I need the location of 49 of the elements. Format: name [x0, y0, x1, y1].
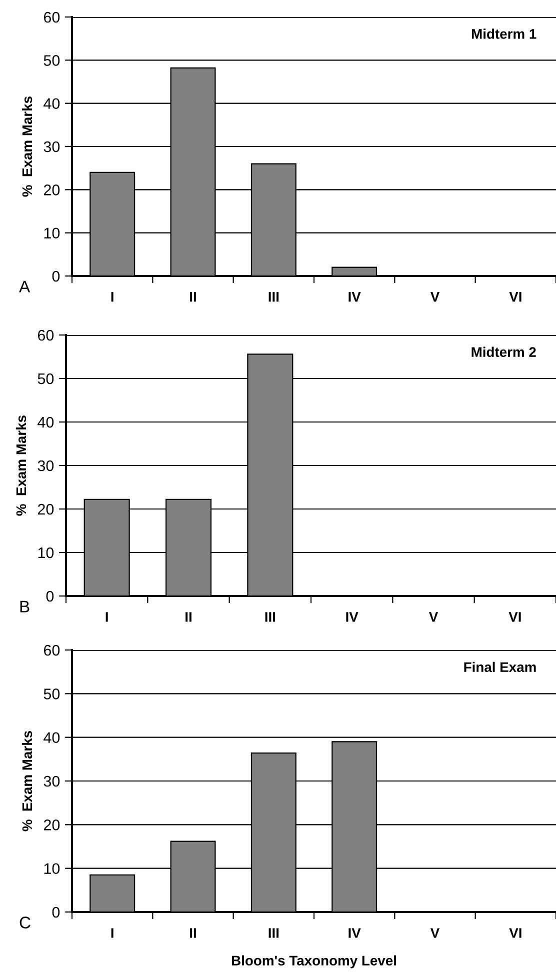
y-tick-label: 10	[44, 228, 60, 239]
x-tick-label: VI	[509, 292, 522, 302]
y-tick-label: 50	[38, 373, 54, 384]
x-tick-label: IV	[348, 292, 361, 302]
x-tick-label: V	[428, 612, 438, 622]
x-tick-label: III	[268, 928, 279, 938]
y-tick-label: 20	[44, 820, 60, 830]
x-tick-label: III	[265, 612, 276, 622]
y-tick-label: 30	[44, 141, 60, 152]
y-tick-label: 20	[38, 504, 54, 515]
y-tick-label: 20	[44, 184, 60, 196]
y-tick-label: 30	[38, 460, 54, 472]
y-tick-label: 60	[44, 644, 60, 656]
y-tick-label: 0	[52, 270, 60, 282]
x-tick-label: I	[111, 928, 114, 938]
x-tick-label: I	[106, 612, 108, 622]
y-tick-label: 10	[38, 547, 54, 558]
y-tick-label: 0	[52, 906, 60, 918]
x-tick-label: II	[190, 292, 196, 302]
y-axis-title: % Exam Marks	[22, 731, 32, 832]
x-tick-label: IV	[346, 612, 358, 622]
y-tick-label: 60	[38, 330, 54, 341]
x-tick-label: II	[190, 928, 196, 938]
x-axis-title: Bloom's Taxonomy Level	[232, 955, 396, 968]
x-tick-label: II	[186, 612, 192, 622]
y-tick-label: 40	[38, 416, 54, 428]
text: A	[19, 280, 30, 292]
y-tick-label: 30	[44, 776, 60, 787]
y-tick-label: 40	[44, 98, 60, 110]
y-tick-label: 40	[44, 732, 60, 744]
y-tick-label: 60	[44, 12, 60, 23]
text: Midterm 1	[472, 28, 536, 39]
y-tick-label: 50	[44, 688, 60, 700]
y-axis-title: % Exam Marks	[22, 96, 32, 197]
y-tick-label: 50	[44, 55, 60, 66]
x-tick-label: V	[430, 928, 440, 938]
text: Midterm 2	[472, 346, 536, 357]
y-axis-title: % Exam Marks	[16, 416, 26, 516]
x-tick-label: V	[430, 292, 440, 302]
y-tick-label: 0	[46, 590, 54, 602]
x-tick-label: VI	[508, 612, 521, 622]
x-tick-label: I	[111, 292, 114, 302]
x-tick-label: VI	[509, 928, 522, 938]
x-tick-label: IV	[348, 928, 361, 938]
text: C	[20, 916, 30, 928]
text: Final Exam	[464, 662, 536, 672]
x-tick-label: III	[268, 292, 279, 302]
text: B	[20, 600, 30, 612]
y-tick-label: 10	[44, 863, 60, 874]
